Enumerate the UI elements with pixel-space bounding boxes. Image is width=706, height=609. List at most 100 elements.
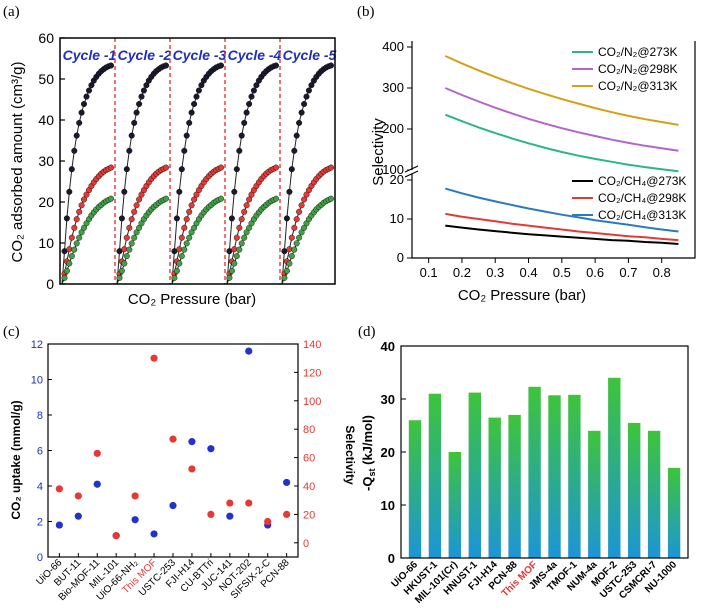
c-right-tick-label: 80: [303, 424, 315, 436]
d-bar: [628, 422, 641, 558]
a-ytick-label: 10: [38, 235, 54, 251]
c-left-tick-label: 6: [37, 446, 43, 458]
a-point-green: [80, 224, 87, 231]
d-ytick-label: 40: [381, 339, 395, 354]
panel-d-label: (d): [358, 324, 376, 340]
a-point-red: [288, 234, 295, 241]
b-upper-line-0: [444, 113, 679, 173]
panel-a-chart: (a) CO₂ adsorbed amount (cm³/g) CO₂ Pres…: [3, 4, 337, 308]
a-point-black: [293, 132, 300, 139]
c-uptake-point: [226, 512, 234, 520]
c-selectivity-point: [74, 492, 82, 500]
a-point-black: [296, 119, 303, 126]
b-ytick-label: 300: [382, 80, 404, 95]
a-point-black: [328, 62, 335, 69]
c-selectivity-point: [283, 510, 291, 518]
d-bar: [448, 452, 461, 558]
a-point-red: [298, 202, 305, 209]
a-point-green: [63, 267, 70, 274]
a-point-red: [80, 196, 87, 203]
a-cycle-label: Cycle -1: [63, 47, 117, 63]
a-point-black: [238, 132, 245, 139]
a-point-black: [136, 100, 143, 107]
a-point-green: [238, 240, 245, 247]
a-point-red: [176, 246, 183, 253]
d-bar: [408, 420, 422, 558]
c-uptake-point: [74, 512, 82, 520]
a-point-black: [298, 109, 305, 116]
d-bar: [508, 414, 521, 558]
a-point-black: [173, 215, 180, 222]
b-ytick-label: 10: [390, 211, 404, 226]
panel-d-chart: (d) -Qst (kJ/mol) 010203040UiO-66HKUST-1…: [358, 324, 689, 606]
a-point-red: [73, 216, 80, 223]
a-point-black: [73, 132, 80, 139]
a-point-black: [63, 215, 70, 222]
a-point-black: [273, 62, 280, 69]
a-point-black: [301, 100, 308, 107]
a-point-green: [107, 195, 114, 202]
a-point-red: [231, 246, 238, 253]
panel-c-ylabel-right: Selectivity: [343, 425, 357, 485]
b-ytick-label: 0: [397, 250, 404, 265]
c-selectivity-point: [55, 485, 63, 493]
a-point-black: [228, 215, 235, 222]
c-selectivity-point: [131, 492, 139, 500]
panel-c-label: (c): [3, 324, 20, 340]
a-point-black: [188, 109, 195, 116]
a-point-black: [68, 166, 75, 173]
a-point-red: [186, 208, 193, 215]
a-point-black: [66, 188, 73, 195]
d-ytick-label: 30: [381, 392, 395, 407]
a-point-black: [83, 93, 90, 100]
a-point-black: [118, 215, 125, 222]
a-point-green: [188, 229, 195, 236]
a-point-red: [181, 224, 188, 231]
a-point-green: [121, 260, 128, 267]
a-point-green: [236, 246, 243, 253]
c-selectivity-point: [93, 449, 101, 457]
a-point-black: [233, 166, 240, 173]
a-ytick-label: 30: [38, 153, 54, 169]
c-uptake-point: [245, 347, 253, 355]
a-point-black: [303, 93, 310, 100]
a-point-green: [73, 240, 80, 247]
c-selectivity-point: [264, 517, 272, 526]
panel-d-frame: [400, 345, 689, 559]
b-xtick-label: 0.3: [486, 265, 504, 280]
a-point-red: [291, 224, 298, 231]
a-point-red: [301, 196, 308, 203]
panel-b-frame: [411, 41, 696, 259]
a-point-red: [233, 234, 240, 241]
b-lower-line-2: [445, 187, 679, 233]
a-point-black: [140, 87, 147, 94]
a-ytick-label: 60: [38, 30, 54, 46]
c-uptake-point: [283, 478, 291, 487]
d-bar: [488, 417, 501, 558]
b-ytick-label: 100: [382, 162, 404, 177]
a-point-black: [253, 82, 260, 89]
c-uptake-point: [93, 480, 101, 488]
a-ytick-label: 0: [46, 276, 54, 292]
c-right-tick-label: 20: [303, 509, 315, 521]
a-point-red: [121, 246, 128, 253]
a-point-black: [123, 166, 130, 173]
a-point-green: [61, 274, 68, 281]
b-ytick-label: 200: [382, 121, 404, 136]
panel-a-ylabel: CO₂ adsorbed amount (cm³/g): [9, 62, 26, 263]
a-point-green: [328, 195, 335, 202]
c-left-tick-label: 2: [37, 517, 43, 529]
a-point-black: [128, 132, 135, 139]
c-uptake-point: [188, 438, 196, 446]
a-point-red: [128, 216, 135, 223]
c-selectivity-point: [188, 465, 196, 473]
a-point-green: [178, 253, 185, 260]
a-cycle-label: Cycle -4: [228, 47, 282, 63]
a-point-black: [191, 100, 198, 107]
a-point-green: [293, 240, 300, 247]
panel-c-ylabel-left: CO₂ uptake (mmol/g): [9, 400, 23, 519]
d-ytick-label: 20: [381, 445, 395, 460]
a-point-black: [131, 119, 138, 126]
panel-b-chart: (b) Selectivity CO₂ Pressure (bar) 0.1 0.…: [357, 4, 696, 304]
a-point-red: [78, 202, 85, 209]
